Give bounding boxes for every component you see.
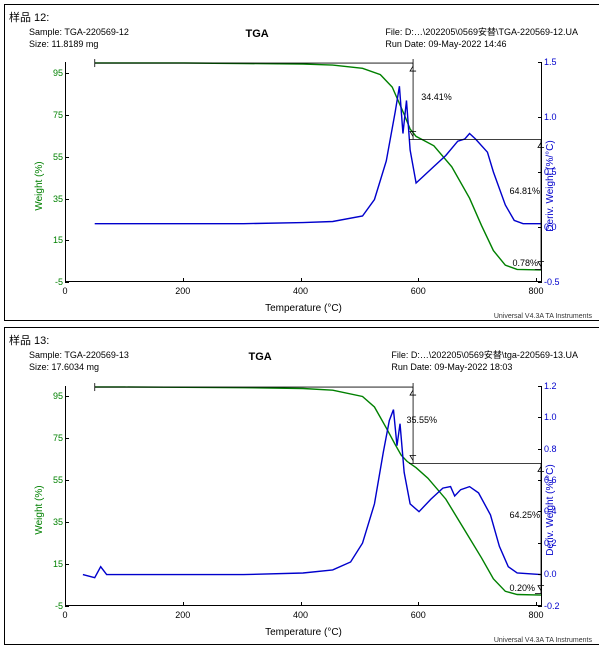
chart-title: TGA — [246, 27, 269, 50]
sample-label: Sample: TGA-220569-13 — [29, 350, 129, 362]
chart-title: TGA — [249, 350, 272, 373]
yl-tick: 95 — [45, 68, 63, 78]
curves-svg — [65, 62, 541, 282]
yl-tick: 75 — [45, 110, 63, 120]
annotation-0: 34.41% — [421, 92, 452, 102]
yr-tick: 0.5 — [544, 167, 566, 177]
file-label: File: D:…\202205\0569安替\TGA-220569-12.UA — [385, 27, 578, 39]
yr-tick: 0.0 — [544, 222, 566, 232]
yr-tick: 1.0 — [544, 412, 566, 422]
x-tick: 200 — [175, 610, 190, 620]
annotation-1: 64.25% — [510, 510, 541, 520]
chart-panel-0: 样品 12: Sample: TGA-220569-12Size: 11.8189… — [4, 4, 599, 321]
yl-tick: 35 — [45, 517, 63, 527]
annotation-2: 0.20% — [510, 583, 536, 593]
yl-tick: 75 — [45, 433, 63, 443]
x-tick: 600 — [411, 286, 426, 296]
meta-row: Sample: TGA-220569-12Size: 11.8189 mg TGA… — [9, 27, 598, 50]
yr-tick: 0.4 — [544, 506, 566, 516]
size-label: Size: 17.6034 mg — [29, 362, 129, 374]
yl-tick: 15 — [45, 559, 63, 569]
yl-tick: 15 — [45, 235, 63, 245]
meta-left: Sample: TGA-220569-12Size: 11.8189 mg — [29, 27, 129, 50]
yr-tick: 0.0 — [544, 569, 566, 579]
y-left-label: Weight (%) — [34, 162, 45, 211]
y-left-label: Weight (%) — [34, 485, 45, 534]
yl-tick: 35 — [45, 194, 63, 204]
yl-tick: 55 — [45, 475, 63, 485]
annotation-2: 0.78% — [512, 258, 538, 268]
meta-right: File: D:…\202205\0569安替\TGA-220569-12.UA… — [385, 27, 578, 50]
deriv-curve — [83, 409, 541, 577]
yr-tick: 0.2 — [544, 538, 566, 548]
rundate-label: Run Date: 09-May-2022 18:03 — [391, 362, 578, 374]
x-tick: 800 — [528, 610, 543, 620]
yr-tick: 0.6 — [544, 475, 566, 485]
yl-tick: 95 — [45, 391, 63, 401]
y-right-label: Deriv. Weight (%/°C) — [545, 141, 556, 232]
yr-tick: 1.2 — [544, 381, 566, 391]
x-tick: 200 — [175, 286, 190, 296]
chart-wrap: 34.41% 64.81% 0.78% Weight (%) Deriv. Weight… — [17, 56, 590, 316]
yr-tick: -0.2 — [544, 601, 566, 611]
footer-text: Universal V4.3A TA Instruments — [494, 313, 592, 320]
footer-text: Universal V4.3A TA Instruments — [494, 637, 592, 644]
yr-tick: 0.8 — [544, 444, 566, 454]
chart-wrap: 35.55%64.25%0.20%Weight (%)Deriv. Weight… — [17, 380, 590, 640]
yr-tick: -0.5 — [544, 277, 566, 287]
weight-curve — [95, 387, 541, 595]
deriv-curve — [95, 87, 541, 225]
size-label: Size: 11.8189 mg — [29, 39, 129, 51]
plot-area: 34.41% 64.81% 0.78% — [65, 62, 542, 282]
yl-tick: 55 — [45, 152, 63, 162]
yr-tick: 1.0 — [544, 112, 566, 122]
rundate-label: Run Date: 09-May-2022 14:46 — [385, 39, 578, 51]
sample-label: Sample: TGA-220569-12 — [29, 27, 129, 39]
x-tick: 0 — [62, 610, 67, 620]
file-label: File: D:…\202205\0569安替\tga-220569-13.UA — [391, 350, 578, 362]
x-tick: 600 — [411, 610, 426, 620]
x-tick: 400 — [293, 286, 308, 296]
meta-right: File: D:…\202205\0569安替\tga-220569-13.UA… — [391, 350, 578, 373]
yr-tick: 1.5 — [544, 57, 566, 67]
curves-svg — [65, 386, 541, 606]
meta-row: Sample: TGA-220569-13Size: 17.6034 mg TGA… — [9, 350, 598, 373]
weight-curve — [95, 63, 541, 270]
panel-title: 样品 13: — [9, 332, 598, 348]
chart-panel-1: 样品 13: Sample: TGA-220569-13Size: 17.6034… — [4, 327, 599, 644]
annotation-0: 35.55% — [406, 415, 437, 425]
x-tick: 0 — [62, 286, 67, 296]
x-tick: 800 — [528, 286, 543, 296]
plot-area: 35.55% 64.25% 0.20% — [65, 386, 542, 606]
meta-left: Sample: TGA-220569-13Size: 17.6034 mg — [29, 350, 129, 373]
yl-tick: -5 — [45, 277, 63, 287]
panel-title: 样品 12: — [9, 9, 598, 25]
yl-tick: -5 — [45, 601, 63, 611]
x-tick: 400 — [293, 610, 308, 620]
annotation-1: 64.81% — [510, 186, 541, 196]
